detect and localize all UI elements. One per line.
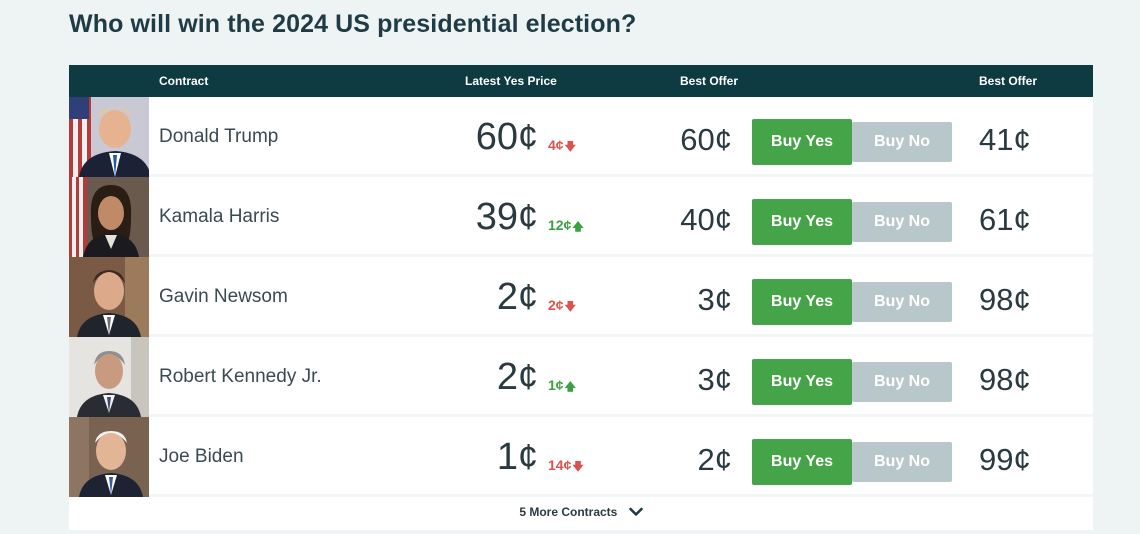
- best-offer-no: 41¢: [979, 122, 1031, 157]
- contract-name: Robert Kennedy Jr.: [159, 366, 322, 387]
- page-title: Who will win the 2024 US presidential el…: [69, 10, 637, 38]
- buy-yes-button[interactable]: Buy Yes: [752, 119, 852, 165]
- latest-yes-price: 1¢: [496, 436, 538, 478]
- header-contract: Contract: [159, 74, 209, 88]
- buy-no-button[interactable]: Buy No: [852, 362, 952, 402]
- table-header: Contract Latest Yes Price Best Offer Bes…: [69, 65, 1093, 97]
- buy-no-button[interactable]: Buy No: [852, 202, 952, 242]
- avatar-harris: [69, 177, 149, 257]
- buy-yes-button[interactable]: Buy Yes: [752, 199, 852, 245]
- contract-name: Joe Biden: [159, 446, 244, 467]
- latest-yes-price: 60¢: [475, 116, 538, 158]
- contract-name: Gavin Newsom: [159, 286, 288, 307]
- latest-yes-price: 2¢: [496, 356, 538, 398]
- contract-row-trump[interactable]: Donald Trump 60¢ 4¢🡇 60¢ Buy Yes Buy No …: [69, 97, 1093, 177]
- header-best-offer-no: Best Offer: [979, 74, 1038, 88]
- price-change-down: 4¢🡇: [548, 137, 576, 153]
- contract-row-harris[interactable]: Kamala Harris 39¢ 12¢🡅 40¢ Buy Yes Buy N…: [69, 177, 1093, 257]
- best-offer-no: 98¢: [979, 282, 1031, 317]
- best-offer-yes: 40¢: [680, 202, 732, 237]
- price-change-down: 14¢🡇: [548, 457, 584, 473]
- more-contracts-link[interactable]: 5 More Contracts: [69, 505, 1093, 527]
- arrow-down-icon: 🡇: [564, 141, 576, 153]
- contract-row-biden[interactable]: Joe Biden 1¢ 14¢🡇 2¢ Buy Yes Buy No 99¢: [69, 417, 1093, 497]
- contract-row-kennedy[interactable]: Robert Kennedy Jr. 2¢ 1¢🡅 3¢ Buy Yes Buy…: [69, 337, 1093, 417]
- best-offer-yes: 60¢: [680, 122, 732, 157]
- arrow-up-icon: 🡅: [572, 221, 584, 233]
- latest-yes-price: 39¢: [475, 196, 538, 238]
- buy-no-button[interactable]: Buy No: [852, 282, 952, 322]
- best-offer-no: 99¢: [979, 442, 1031, 477]
- buy-yes-button[interactable]: Buy Yes: [752, 359, 852, 405]
- buy-yes-button[interactable]: Buy Yes: [752, 439, 852, 485]
- best-offer-yes: 3¢: [697, 362, 732, 397]
- price-change-down: 2¢🡇: [548, 297, 576, 313]
- best-offer-yes: 3¢: [697, 282, 732, 317]
- contract-name: Donald Trump: [159, 126, 279, 147]
- avatar-trump: [69, 97, 149, 177]
- buy-yes-button[interactable]: Buy Yes: [752, 279, 852, 325]
- market-table: Contract Latest Yes Price Best Offer Bes…: [69, 65, 1093, 530]
- best-offer-no: 98¢: [979, 362, 1031, 397]
- best-offer-yes: 2¢: [697, 442, 732, 477]
- avatar-newsom: [69, 257, 149, 337]
- arrow-down-icon: 🡇: [564, 301, 576, 313]
- arrow-down-icon: 🡇: [572, 461, 584, 473]
- best-offer-no: 61¢: [979, 202, 1031, 237]
- price-change-up: 12¢🡅: [548, 217, 584, 233]
- buy-no-button[interactable]: Buy No: [852, 442, 952, 482]
- more-contracts-label: 5 More Contracts: [519, 505, 618, 519]
- avatar-kennedy: [69, 337, 149, 417]
- price-change-up: 1¢🡅: [548, 377, 576, 393]
- latest-yes-price: 2¢: [496, 276, 538, 318]
- arrow-up-icon: 🡅: [564, 381, 576, 393]
- contract-name: Kamala Harris: [159, 206, 280, 227]
- chevron-down-icon: [628, 506, 643, 520]
- header-best-offer-yes: Best Offer: [680, 74, 739, 88]
- avatar-biden: [69, 417, 149, 497]
- header-latest-yes-price: Latest Yes Price: [465, 74, 557, 88]
- contract-row-newsom[interactable]: Gavin Newsom 2¢ 2¢🡇 3¢ Buy Yes Buy No 98…: [69, 257, 1093, 337]
- buy-no-button[interactable]: Buy No: [852, 122, 952, 162]
